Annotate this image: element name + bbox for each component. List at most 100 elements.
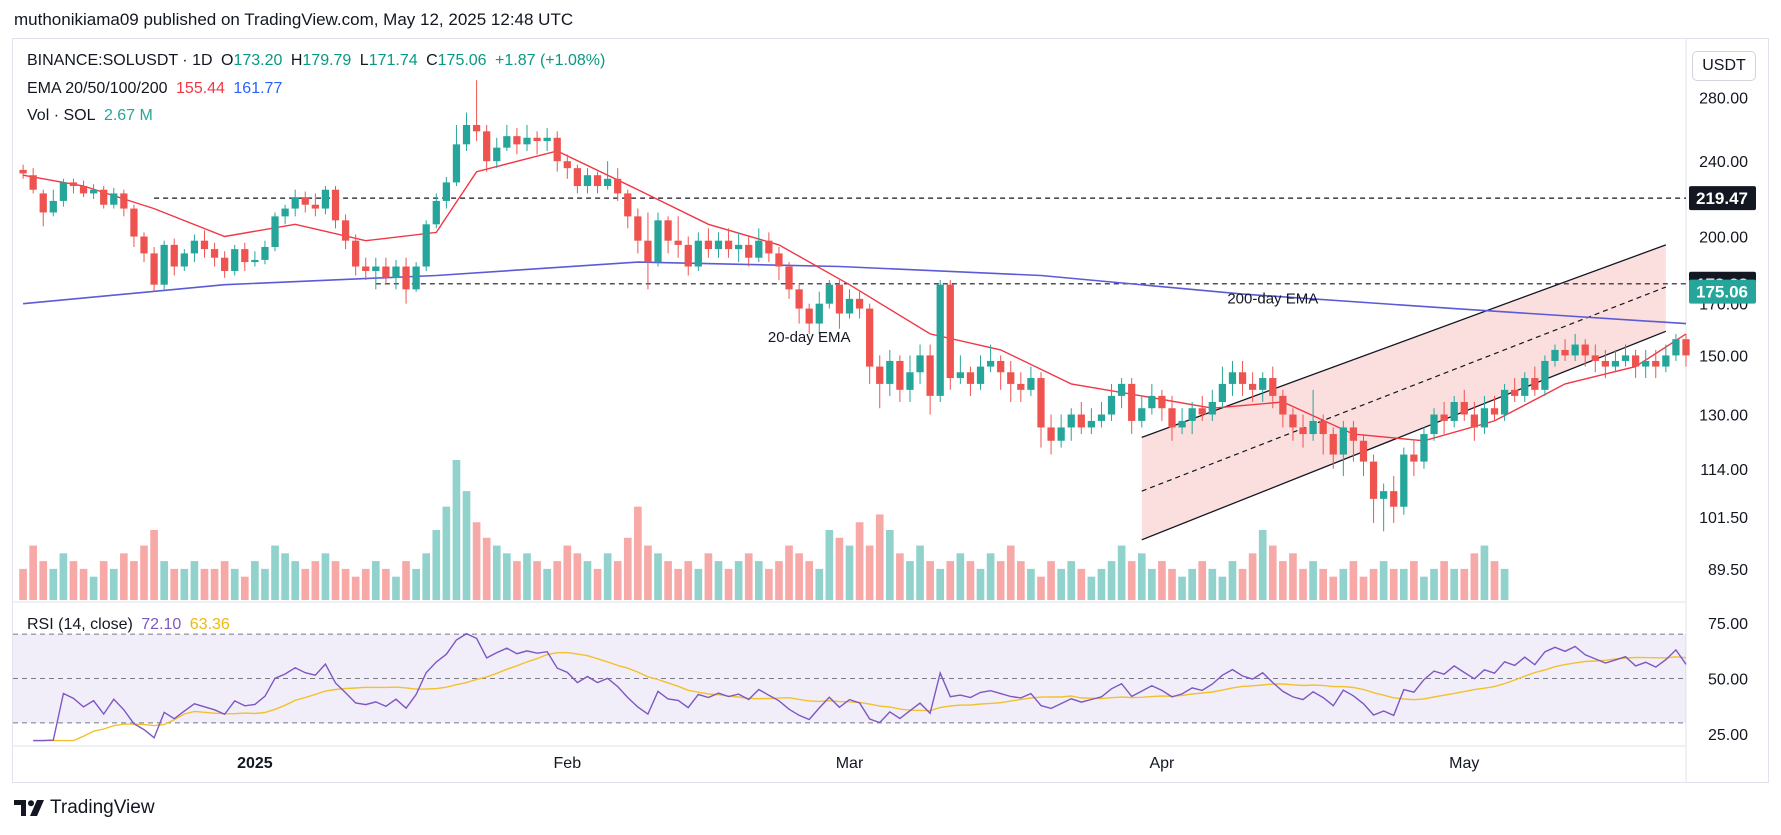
volume-bar [251,561,259,600]
volume-bar [805,561,814,600]
legend-vol: 2.67 M [103,107,153,124]
candle-body [543,137,551,142]
volume-bar [321,553,330,600]
price-tag-label-2: 175.06 [1696,283,1748,302]
volume-bar [109,568,118,600]
volume-bar [200,568,209,600]
candle-body [1551,349,1559,361]
volume-bar [130,561,138,600]
volume-bar [59,553,68,600]
volume-bar [1349,561,1358,600]
candle-body [1460,402,1468,415]
candle-body [180,253,188,267]
candle-body [341,220,350,241]
candle-body [1672,339,1680,356]
candle-body [573,168,582,187]
volume-bar [775,561,783,600]
candle-body [1480,408,1489,428]
rsi-band [13,634,1686,723]
candle-body [462,124,471,145]
candle-body [49,200,57,213]
volume-bar [674,568,682,600]
volume-bar [170,568,179,600]
volume-bar [976,568,985,600]
volume-bar [422,553,431,600]
candle-body [654,220,662,263]
candle-body [1047,427,1055,441]
candle-body [59,182,68,201]
volume-bar [896,553,904,600]
legend-symbol[interactable]: BINANCE:SOLUSDT · 1D [27,52,213,69]
candle-body [583,175,592,187]
volume-bar [1410,561,1418,600]
candle-body [1158,395,1166,409]
legend-rsi-label[interactable]: RSI (14, close) [27,616,133,633]
candle-body [815,303,823,324]
legend-ohlc: BINANCE:SOLUSDT · 1D O173.20 H179.79 L17… [27,52,609,70]
candle-body [291,197,299,209]
volume-bar [69,561,78,600]
legend-vol-label[interactable]: Vol · SOL [27,107,96,124]
candle-body [422,224,430,267]
volume-bar [1258,530,1267,600]
volume-bar [1500,568,1509,600]
volume-bar [1480,545,1489,600]
volume-bar [654,553,662,600]
volume-bar [271,545,279,600]
candle-body [170,244,178,267]
volume-bar [916,545,924,600]
volume-bar [371,561,380,600]
candle-body [1561,349,1569,356]
candle-body [100,189,108,205]
legend-low: 171.74 [368,52,418,69]
legend-rsi-value: 72.10 [141,616,182,633]
candle-body [412,266,420,290]
volume-bar [1168,568,1176,600]
volume-bar [190,561,199,600]
time-tick-label: Feb [554,755,582,772]
volume-bar [1440,561,1448,600]
volume-bar [1137,553,1146,600]
candle-body [1027,378,1035,390]
candle-body [1440,414,1448,421]
rsi-line [33,632,1687,742]
volume-bar [1198,561,1207,600]
candle-body [1218,383,1227,403]
volume-bar [1077,568,1086,600]
volume-bar [1248,553,1257,600]
candle-body [331,189,340,221]
volume-bar [623,537,632,600]
volume-bar [1057,568,1065,600]
candle-body [876,366,884,384]
volume-bar [140,545,148,600]
tradingview-brand[interactable]: TradingView [14,797,155,819]
candle-body [1511,389,1519,396]
channel-upper-line [1141,244,1667,439]
volume-bar [1037,576,1045,600]
legend-ema-label[interactable]: EMA 20/50/100/200 [27,80,168,97]
volume-bar [906,561,914,600]
legend-change: +1.87 (+1.08%) [495,52,606,69]
candle-body [916,355,924,373]
candle-body [1228,372,1237,384]
candle-body [735,244,743,250]
volume-bar [825,530,834,600]
volume-bar [1369,568,1378,600]
candle-body [593,175,602,187]
candle-body [1581,344,1589,356]
candle-body [382,266,390,278]
volume-bar [1460,568,1469,600]
volume-bar [875,514,884,600]
currency-button[interactable]: USDT [1692,51,1756,81]
price-tick-label: 114.00 [1700,462,1748,479]
volume-bar [79,568,88,600]
volume-bar [29,545,37,600]
candle-body [765,240,773,254]
candle-body [1450,402,1458,421]
candle-body [281,208,289,217]
candle-body [946,284,954,379]
candle-body [1642,360,1650,367]
candle-body [321,189,330,209]
candle-body [1601,360,1610,367]
